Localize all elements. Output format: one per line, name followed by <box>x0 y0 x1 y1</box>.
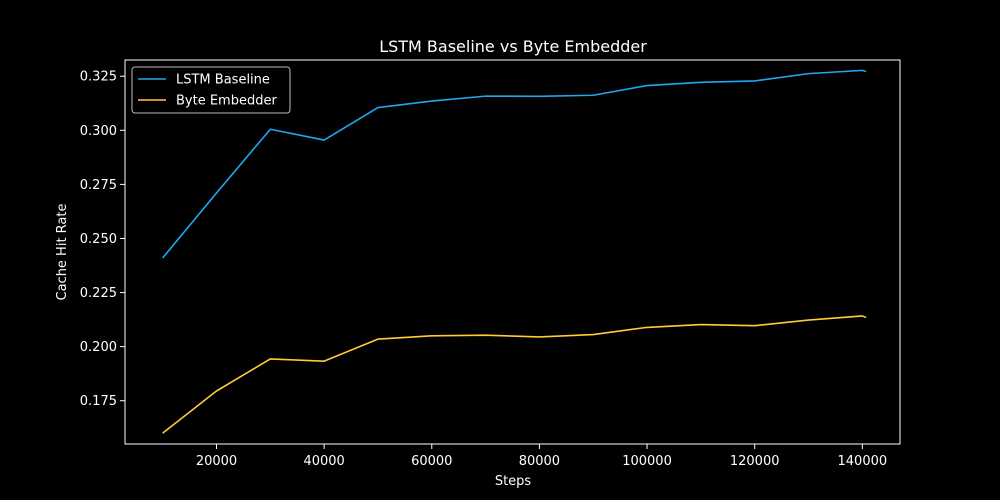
chart-title: LSTM Baseline vs Byte Embedder <box>379 37 647 56</box>
y-axis-label: Cache Hit Rate <box>55 204 70 301</box>
x-tick-label: 100000 <box>622 454 672 469</box>
x-axis-label: Steps <box>495 474 532 489</box>
x-tick-label: 40000 <box>303 454 344 469</box>
y-tick-label: 0.175 <box>80 394 117 409</box>
legend-box <box>131 66 291 114</box>
byte-embedder-line <box>162 315 867 434</box>
y-tick-label: 0.225 <box>80 286 117 301</box>
y-tick-label: 0.250 <box>80 232 117 247</box>
axes-frame <box>124 59 901 445</box>
x-tick-label: 60000 <box>411 454 452 469</box>
lstm-baseline-line <box>162 69 867 259</box>
y-tick-label: 0.325 <box>80 70 117 85</box>
legend: LSTM Baseline Byte Embedder <box>131 66 291 114</box>
legend-label: Byte Embedder <box>176 94 277 109</box>
y-tick-label: 0.200 <box>80 340 117 355</box>
y-tick-label: 0.275 <box>80 178 117 193</box>
x-tick-label: 20000 <box>196 454 237 469</box>
x-tick-label: 120000 <box>730 454 780 469</box>
y-tick-label: 0.300 <box>80 124 117 139</box>
x-tick-label: 80000 <box>519 454 560 469</box>
x-tick-label: 140000 <box>838 454 888 469</box>
legend-label: LSTM Baseline <box>176 73 270 88</box>
plot-area: 20000 40000 60000 80000 100000 120000 140000 0.… <box>80 59 901 469</box>
